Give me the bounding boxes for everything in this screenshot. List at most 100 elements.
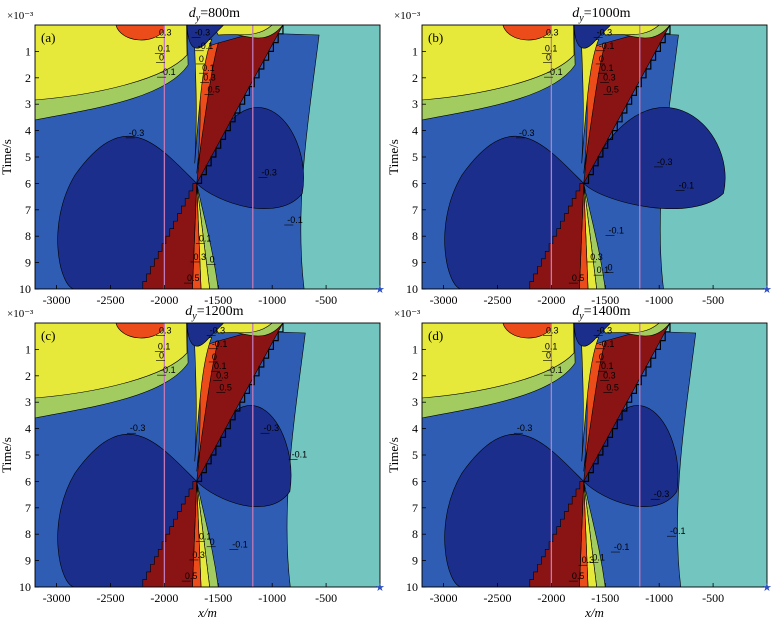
contour-label: -0.1 — [609, 226, 625, 236]
x-tick-label: -1500 — [204, 591, 232, 605]
x-tick-label: -2000 — [537, 591, 565, 605]
y-tick-label: 5 — [412, 448, 418, 462]
region-yellow-upper — [581, 38, 600, 164]
contour-label: 0.5 — [187, 273, 200, 283]
x-axis-label: x/m — [197, 605, 217, 620]
panels-root: 0.30.10-0.1-0.3-0.100.10.30.5-0.3-0.3-0.… — [0, 6, 772, 620]
y-scale-note: ×10⁻³ — [7, 308, 34, 320]
y-axis-label: Time/s — [386, 139, 401, 175]
contour-label: -0.3 — [597, 28, 613, 38]
x-tick-label: -2000 — [537, 293, 565, 307]
y-tick-label: 4 — [412, 422, 418, 436]
contour-label: 0.3 — [603, 72, 616, 82]
region-yellow-top — [212, 323, 273, 334]
contour-label: -0.1 — [679, 181, 695, 191]
contour-label: 0 — [607, 263, 612, 273]
y-tick-label: 4 — [25, 422, 31, 436]
y-tick-label: 3 — [412, 97, 418, 111]
x-tick-label: -500 — [702, 293, 724, 307]
contour-label: -0.3 — [210, 326, 226, 336]
region-yellow-upper — [194, 336, 213, 462]
panel-label: (d) — [428, 328, 443, 343]
contour-label: 0.3 — [216, 370, 229, 380]
y-tick-label: 9 — [412, 554, 418, 568]
contour-label: -0.1 — [287, 215, 303, 225]
contour-label: -0.1 — [212, 339, 228, 349]
x-tick-label: -1000 — [645, 293, 673, 307]
y-tick-label: 6 — [25, 474, 31, 488]
y-tick-label: 5 — [25, 448, 31, 462]
contour-label: -0.3 — [264, 423, 280, 433]
contour-label: -0.3 — [261, 167, 277, 177]
contour-label: -0.1 — [599, 339, 615, 349]
contour-label: 0.5 — [185, 571, 198, 581]
panel-title: dy=1400m — [572, 304, 630, 322]
y-tick-label: 7 — [25, 203, 31, 217]
y-tick-label: 7 — [412, 203, 418, 217]
contour-label: 0.1 — [158, 43, 171, 53]
y-tick-label: 3 — [25, 97, 31, 111]
y-tick-label: 4 — [412, 124, 418, 138]
contour-label: 0 — [546, 351, 551, 361]
panel-1: 0.30.10-0.1-0.3-0.100.10.30.5-0.3-0.3-0.… — [386, 6, 772, 307]
contour-label: 0.1 — [545, 43, 558, 53]
x-tick-label: -1500 — [204, 293, 232, 307]
staircase-edge — [196, 25, 284, 184]
contour-label: 0.1 — [597, 265, 610, 275]
y-scale-note: ×10⁻³ — [394, 308, 421, 320]
y-tick-label: 4 — [25, 124, 31, 138]
contour-label: -0.1 — [232, 539, 248, 549]
contour-label: 0.1 — [601, 361, 614, 371]
contour-label: -0.1 — [198, 41, 214, 51]
star-marker: ★ — [762, 284, 772, 296]
y-tick-label: 9 — [412, 256, 418, 270]
contour-label: 0.1 — [199, 233, 212, 243]
contour-label: 0.1 — [592, 553, 605, 563]
x-tick-label: -1500 — [591, 591, 619, 605]
staircase-edge — [196, 323, 284, 482]
contour-label: -0.3 — [195, 28, 211, 38]
contour-label: 0.5 — [572, 273, 585, 283]
y-tick-label: 1 — [25, 342, 31, 356]
contour-label: 0 — [159, 53, 164, 63]
contour-plot: 0.30.10-0.1-0.3-0.100.10.30.5-0.3-0.3-0.… — [35, 323, 380, 587]
region-yellow-left — [422, 25, 575, 101]
region-yellow-left — [35, 25, 188, 101]
region-yellow-top — [599, 323, 660, 334]
y-tick-label: 8 — [412, 229, 418, 243]
panel-title: dy=800m — [189, 6, 240, 24]
y-scale-note: ×10⁻³ — [394, 10, 421, 22]
staircase-edge — [583, 25, 671, 184]
x-tick-label: -2500 — [96, 591, 124, 605]
contour-label: 0.3 — [159, 326, 172, 336]
panel-title: dy=1200m — [185, 304, 243, 322]
contour-label: 0 — [212, 352, 217, 362]
contour-label: 0 — [599, 352, 604, 362]
y-scale-note: ×10⁻³ — [7, 10, 34, 22]
contour-plot: 0.30.10-0.1-0.3-0.100.10.30.5-0.3-0.3-0.… — [422, 323, 767, 587]
x-tick-label: -3000 — [430, 293, 458, 307]
contour-label: 0.3 — [193, 252, 206, 262]
contour-label: 0 — [159, 351, 164, 361]
x-tick-label: -3000 — [43, 591, 71, 605]
contour-label: 0.5 — [208, 84, 221, 94]
panel-title: dy=1000m — [572, 6, 630, 24]
y-tick-label: 6 — [412, 474, 418, 488]
staircase-edge — [583, 323, 671, 482]
y-tick-label: 3 — [25, 395, 31, 409]
panel-0: 0.30.10-0.1-0.3-0.100.10.30.5-0.3-0.3-0.… — [0, 6, 385, 307]
contour-label: 0.3 — [159, 28, 172, 38]
contour-label: 0 — [210, 537, 215, 547]
x-tick-label: -2000 — [150, 591, 178, 605]
region-darkblue-top — [186, 25, 225, 49]
contour-label: 0.3 — [192, 550, 205, 560]
y-tick-label: 2 — [25, 71, 31, 85]
contour-label: 0.1 — [601, 63, 614, 73]
contour-label: -0.1 — [614, 542, 630, 552]
contour-label: -0.3 — [130, 423, 146, 433]
contour-label: 0 — [210, 255, 215, 265]
x-tick-label: -500 — [315, 591, 337, 605]
contour-label: -0.3 — [654, 489, 670, 499]
x-tick-label: -1000 — [258, 591, 286, 605]
